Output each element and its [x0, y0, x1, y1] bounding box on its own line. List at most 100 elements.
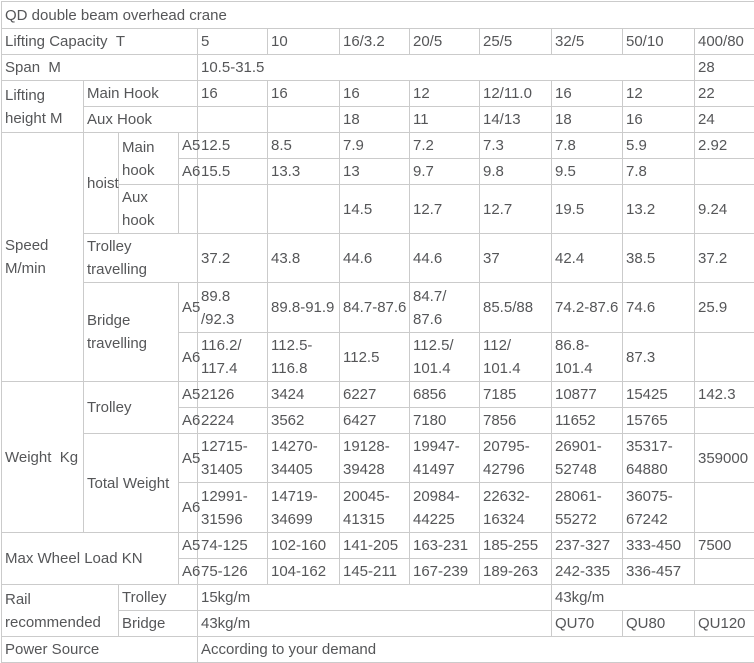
height-cell: 16	[268, 81, 340, 107]
sub-label-hoist-main-hook: Main hook	[119, 133, 179, 185]
speed-cell: 85.5/88	[480, 283, 552, 333]
grade-label-a6: A6	[179, 333, 198, 382]
weight-cell: 6856	[410, 382, 480, 408]
grade-label-a6: A6	[179, 559, 198, 585]
speed-cell: 89.8-91.9	[268, 283, 340, 333]
capacity-cell: 20/5	[410, 29, 480, 55]
table-title: QD double beam overhead crane	[2, 2, 754, 29]
wheel-load-cell: 74-125	[198, 533, 268, 559]
weight-cell: 2126	[198, 382, 268, 408]
weight-cell: 15765	[623, 408, 695, 434]
wheel-load-cell	[695, 559, 754, 585]
speed-cell: 112.5/ 101.4	[410, 333, 480, 382]
height-cell: 11	[410, 107, 480, 133]
weight-cell: 7180	[410, 408, 480, 434]
rail-cell: 43kg/m	[552, 585, 754, 611]
speed-cell	[268, 185, 340, 234]
grade-label-a5: A5	[179, 533, 198, 559]
weight-cell: 2224	[198, 408, 268, 434]
speed-cell: 112.5- 116.8	[268, 333, 340, 382]
sub-label-bridge-travelling: Bridge travelling	[84, 283, 179, 382]
speed-cell: 112.5	[340, 333, 410, 382]
capacity-cell: 32/5	[552, 29, 623, 55]
wheel-load-cell: 163-231	[410, 533, 480, 559]
speed-cell: 9.7	[410, 159, 480, 185]
speed-cell: 12.7	[410, 185, 480, 234]
capacity-cell: 50/10	[623, 29, 695, 55]
speed-cell: 87.3	[623, 333, 695, 382]
span-value-cell: 28	[695, 55, 754, 81]
wheel-load-cell: 7500	[695, 533, 754, 559]
weight-cell: 15425	[623, 382, 695, 408]
speed-cell: 44.6	[340, 234, 410, 283]
speed-cell: 7.3	[480, 133, 552, 159]
height-cell	[198, 107, 268, 133]
wheel-load-cell: 336-457	[623, 559, 695, 585]
rail-cell: QU80	[623, 611, 695, 637]
weight-cell: 7185	[480, 382, 552, 408]
speed-cell: 89.8 /92.3	[198, 283, 268, 333]
speed-cell: 84.7/ 87.6	[410, 283, 480, 333]
sub-label-rail-bridge: Bridge	[119, 611, 198, 637]
wheel-load-cell: 104-162	[268, 559, 340, 585]
grade-label-a6: A6	[179, 159, 198, 185]
speed-cell: 37.2	[198, 234, 268, 283]
weight-cell: 26901- 52748	[552, 434, 623, 483]
weight-cell: 35317- 64880	[623, 434, 695, 483]
sub-label-total-weight: Total Weight	[84, 434, 179, 533]
grade-label-a5: A5	[179, 283, 198, 333]
weight-cell: 20795- 42796	[480, 434, 552, 483]
row-label-speed: Speed M/min	[2, 133, 84, 382]
sub-label-aux-hook: Aux Hook	[84, 107, 198, 133]
grade-label-a6: A6	[179, 483, 198, 533]
weight-cell: 14719- 34699	[268, 483, 340, 533]
height-cell: 22	[695, 81, 754, 107]
wheel-load-cell: 145-211	[340, 559, 410, 585]
wheel-load-cell: 102-160	[268, 533, 340, 559]
weight-cell: 11652	[552, 408, 623, 434]
weight-cell: 14270- 34405	[268, 434, 340, 483]
rail-cell: QU70	[552, 611, 623, 637]
power-source-cell: According to your demand	[198, 637, 754, 663]
capacity-cell: 400/80	[695, 29, 754, 55]
grade-label-a5: A5	[179, 133, 198, 159]
wheel-load-cell: 189-263	[480, 559, 552, 585]
wheel-load-cell: 185-255	[480, 533, 552, 559]
row-label-max-wheel-load: Max Wheel Load KN	[2, 533, 179, 585]
speed-cell: 74.6	[623, 283, 695, 333]
weight-cell: 6427	[340, 408, 410, 434]
speed-cell: 44.6	[410, 234, 480, 283]
speed-cell: 25.9	[695, 283, 754, 333]
weight-cell: 22632- 16324	[480, 483, 552, 533]
weight-cell: 19947- 41497	[410, 434, 480, 483]
speed-cell: 9.24	[695, 185, 754, 234]
capacity-cell: 25/5	[480, 29, 552, 55]
wheel-load-cell: 75-126	[198, 559, 268, 585]
height-cell: 12	[623, 81, 695, 107]
speed-cell: 116.2/ 117.4	[198, 333, 268, 382]
weight-cell: 359000	[695, 434, 754, 483]
wheel-load-cell: 333-450	[623, 533, 695, 559]
weight-cell: 28061- 55272	[552, 483, 623, 533]
weight-cell: 19128- 39428	[340, 434, 410, 483]
weight-cell: 20045- 41315	[340, 483, 410, 533]
speed-cell: 43.8	[268, 234, 340, 283]
grade-label-a6: A6	[179, 408, 198, 434]
speed-cell: 9.5	[552, 159, 623, 185]
span-value-cell: 10.5-31.5	[198, 55, 695, 81]
sub-label-hoist: hoist	[84, 133, 119, 234]
height-cell: 12	[410, 81, 480, 107]
sub-label-rail-trolley: Trolley	[119, 585, 198, 611]
weight-cell: 10877	[552, 382, 623, 408]
speed-cell: 13	[340, 159, 410, 185]
capacity-cell: 5	[198, 29, 268, 55]
speed-cell: 38.5	[623, 234, 695, 283]
speed-cell: 84.7-87.6	[340, 283, 410, 333]
wheel-load-cell: 141-205	[340, 533, 410, 559]
speed-cell: 13.2	[623, 185, 695, 234]
weight-cell	[695, 408, 754, 434]
speed-cell: 37.2	[695, 234, 754, 283]
height-cell: 16	[623, 107, 695, 133]
height-cell: 14/13	[480, 107, 552, 133]
sub-label-main-hook: Main Hook	[84, 81, 198, 107]
